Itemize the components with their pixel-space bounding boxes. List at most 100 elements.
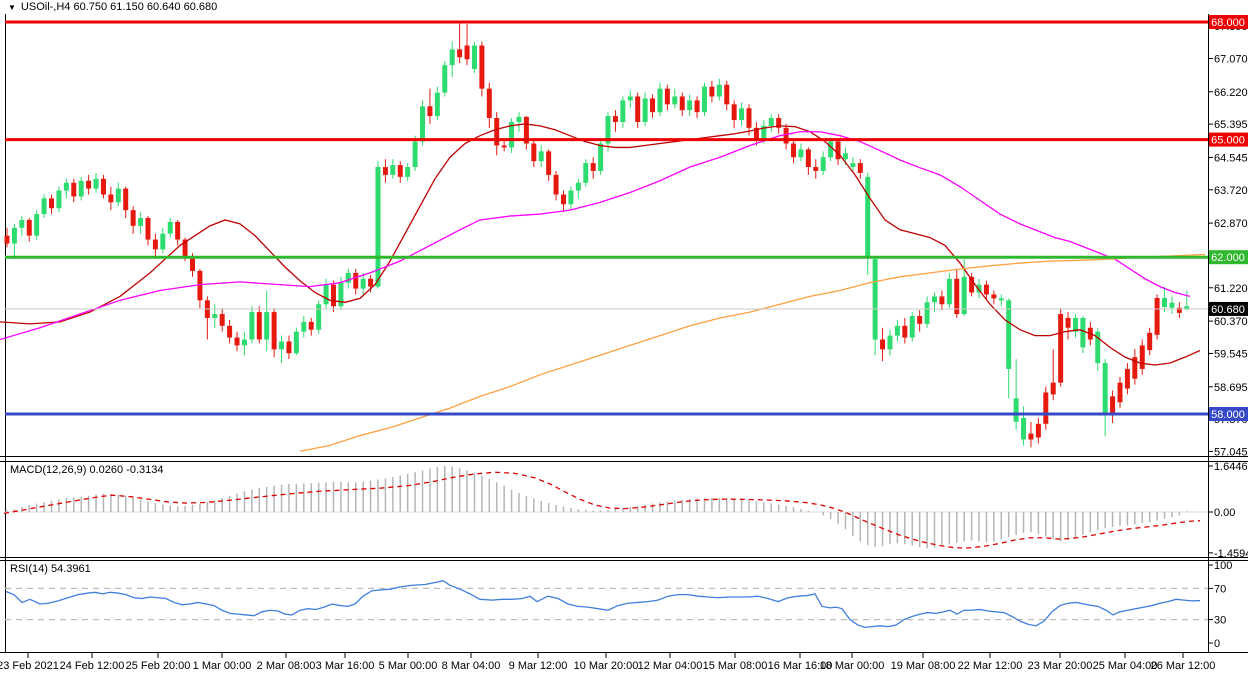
candle-body	[1035, 423, 1041, 438]
candle-body	[1102, 363, 1108, 414]
candle-body	[983, 284, 989, 295]
candle-body	[160, 233, 166, 250]
candle-body	[108, 194, 114, 203]
candle-body	[798, 149, 804, 158]
time-axis-label: 2 Mar 08:00	[257, 660, 316, 672]
candle-body	[197, 270, 203, 301]
candle-body	[1043, 392, 1049, 424]
price-badge-68.000	[1209, 15, 1248, 29]
chevron-down-icon[interactable]: ▼	[8, 2, 16, 12]
candle-body	[672, 96, 678, 105]
price-badge-label: 65.000	[1211, 135, 1245, 147]
time-axis-label: 22 Mar 12:00	[958, 660, 1023, 672]
candle-body	[330, 284, 336, 307]
candle-body	[635, 96, 641, 122]
candle-body	[405, 167, 411, 177]
candle-body	[1169, 302, 1175, 308]
ma-slow-orange	[299, 253, 1206, 452]
candle-body	[701, 86, 707, 113]
candle-body	[271, 312, 277, 350]
candle-body	[279, 341, 285, 350]
candle-body	[323, 284, 329, 305]
candle-body	[308, 321, 314, 330]
candle-body	[709, 86, 715, 97]
candle-body	[887, 335, 893, 350]
price-axis-label: 61.220	[1214, 283, 1248, 295]
time-axis-label: 1 Mar 00:00	[193, 660, 252, 672]
candle-body	[1050, 382, 1056, 395]
candle-body	[1028, 433, 1034, 440]
candle-body	[731, 104, 737, 120]
time-axis-label: 10 Mar 20:00	[574, 660, 639, 672]
candle-body	[523, 116, 529, 144]
symbol-ohlc-title: USOil-,H4 60.750 61.150 60.640 60.680	[20, 1, 218, 13]
candle-body	[932, 296, 937, 303]
rsi-line	[5, 579, 1201, 629]
candle-body	[1154, 297, 1160, 335]
candle-body	[100, 178, 106, 195]
candle-body	[442, 65, 448, 93]
time-axis-label: 12 Mar 04:00	[638, 660, 703, 672]
price-badge-60.680	[1209, 301, 1248, 316]
candle-body	[620, 100, 626, 122]
candle-body	[1080, 317, 1086, 348]
candle-body	[19, 219, 25, 228]
price-badge-label: 58.000	[1211, 409, 1245, 421]
price-axis-label: 59.545	[1214, 348, 1248, 360]
candle-body	[909, 316, 915, 338]
candle-body	[123, 188, 129, 211]
candle-body	[842, 153, 848, 160]
candle-body	[835, 141, 841, 160]
candle-body	[375, 167, 381, 287]
candle-body	[805, 149, 811, 168]
macd-signal-line	[3, 471, 1201, 549]
candle-body	[1072, 317, 1078, 332]
candle-body	[471, 45, 477, 70]
candle-body	[234, 337, 240, 346]
time-axis-label: 26 Mar 12:00	[1151, 660, 1216, 672]
candle-body	[130, 210, 136, 226]
price-badge-58.000	[1209, 407, 1248, 421]
candle-body	[93, 178, 99, 189]
candle-body	[138, 218, 144, 226]
rsi-axis-label: 100	[1214, 560, 1232, 572]
candle-body	[1132, 357, 1138, 379]
time-axis-label: 8 Mar 04:00	[442, 660, 501, 672]
candle-body	[182, 239, 188, 258]
time-axis-label: 9 Mar 12:00	[509, 660, 568, 672]
time-axis-label: 23 Feb 2021	[0, 660, 59, 672]
candle-body	[397, 165, 403, 177]
candle-body	[642, 98, 648, 122]
candle-body	[694, 100, 700, 113]
candle-body	[167, 221, 173, 234]
candle-body	[86, 180, 92, 189]
time-axis-label: 25 Feb 20:00	[126, 660, 191, 672]
price-axis-label: 66.220	[1214, 87, 1248, 99]
price-axis-label: 60.370	[1214, 316, 1248, 328]
candle-body	[872, 259, 878, 340]
macd-axis-label: 1.6446	[1214, 461, 1248, 473]
candle-body	[924, 302, 930, 324]
candle-body	[412, 141, 418, 168]
candle-body	[857, 163, 863, 173]
candle-body	[390, 165, 396, 175]
candle-body	[590, 163, 596, 171]
candle-body	[568, 190, 574, 205]
candle-body	[850, 163, 856, 168]
price-axis-label: 67.070	[1214, 53, 1248, 65]
candle-body	[976, 284, 982, 293]
candle-body	[41, 198, 47, 215]
candle-body	[768, 118, 774, 126]
candle-body	[345, 272, 351, 283]
time-axis-label: 15 Mar 08:00	[703, 660, 768, 672]
candle-body	[227, 325, 233, 338]
candle-body	[382, 167, 388, 175]
price-badge-62.000	[1209, 250, 1248, 265]
candle-body	[457, 49, 463, 58]
candle-body	[1095, 331, 1101, 364]
candle-body	[494, 118, 500, 146]
candle-body	[946, 278, 952, 305]
rsi-indicator-label: RSI(14) 54.3961	[10, 563, 91, 575]
candle-body	[664, 88, 670, 105]
